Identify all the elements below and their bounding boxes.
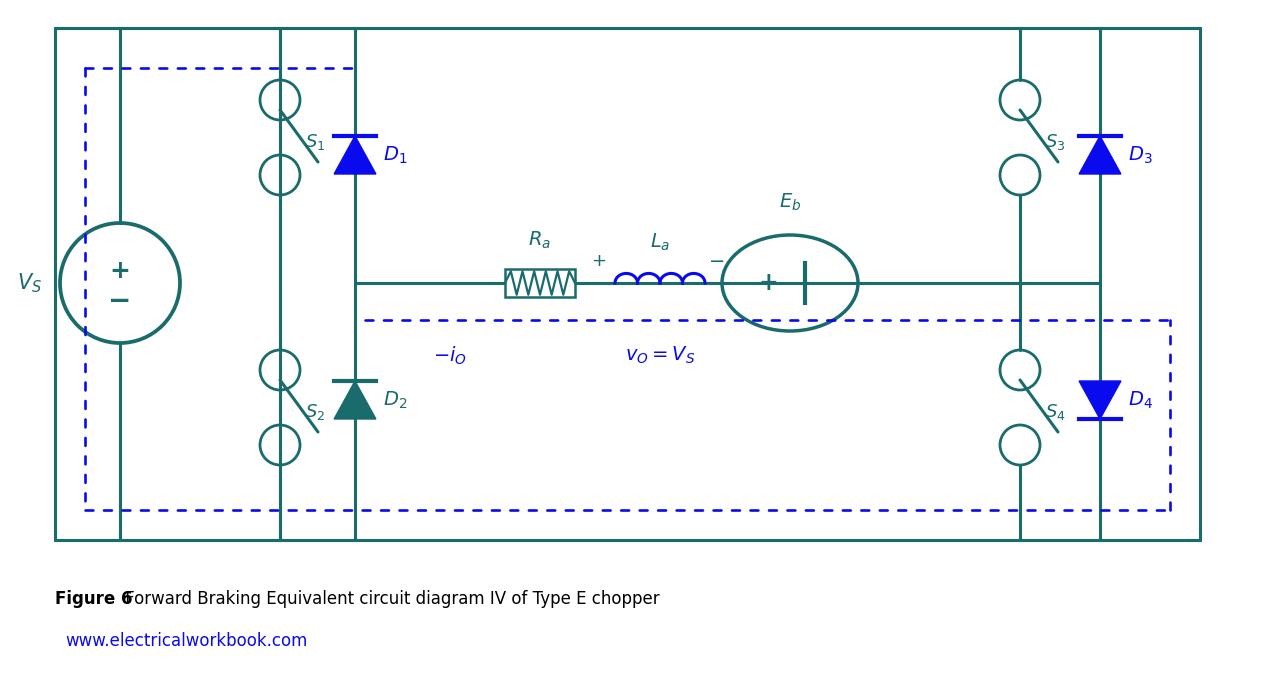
Bar bbox=[505, 269, 575, 297]
Text: $D_2$: $D_2$ bbox=[384, 390, 408, 411]
Text: $S_3$: $S_3$ bbox=[1044, 133, 1066, 153]
Text: $R_a$: $R_a$ bbox=[528, 229, 552, 251]
Text: +: + bbox=[591, 252, 606, 270]
Text: $S_2$: $S_2$ bbox=[305, 403, 325, 423]
Text: $V_S$: $V_S$ bbox=[18, 271, 43, 295]
Text: $D_1$: $D_1$ bbox=[384, 144, 408, 166]
Text: −: − bbox=[709, 251, 725, 271]
Text: Figure 6: Figure 6 bbox=[54, 590, 133, 608]
Text: $S_1$: $S_1$ bbox=[305, 133, 325, 153]
Text: $D_3$: $D_3$ bbox=[1128, 144, 1152, 166]
Text: $L_a$: $L_a$ bbox=[649, 232, 670, 254]
Text: www.electricalworkbook.com: www.electricalworkbook.com bbox=[65, 632, 308, 650]
Text: $- i_O$: $- i_O$ bbox=[433, 345, 467, 368]
Polygon shape bbox=[1079, 136, 1120, 174]
Text: Forward Braking Equivalent circuit diagram IV of Type E chopper: Forward Braking Equivalent circuit diagr… bbox=[120, 590, 660, 608]
Polygon shape bbox=[334, 136, 376, 174]
Polygon shape bbox=[1079, 381, 1120, 419]
Text: +: + bbox=[110, 259, 130, 283]
Text: $v_O = V_S$: $v_O = V_S$ bbox=[625, 345, 695, 366]
Text: $E_b$: $E_b$ bbox=[779, 192, 801, 213]
Text: −: − bbox=[109, 287, 132, 315]
Text: $S_4$: $S_4$ bbox=[1044, 403, 1066, 423]
Text: +: + bbox=[758, 271, 777, 295]
Polygon shape bbox=[334, 381, 376, 419]
Text: $D_4$: $D_4$ bbox=[1128, 390, 1153, 411]
